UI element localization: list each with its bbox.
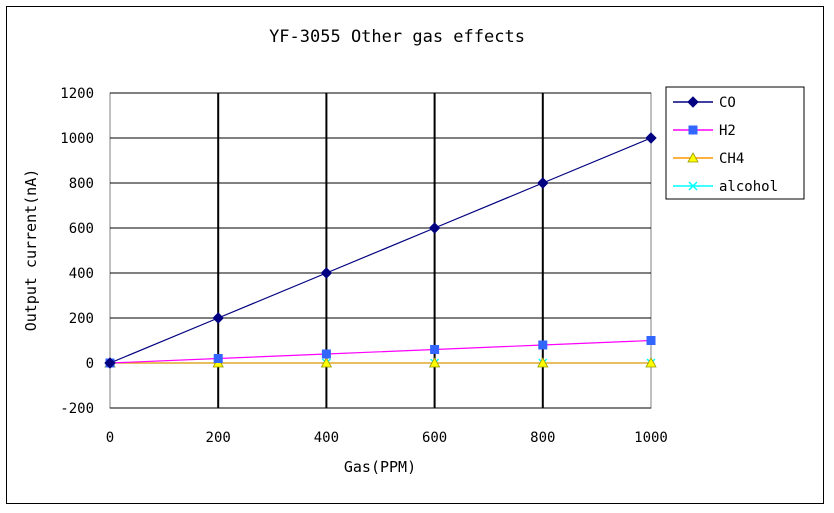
data-point	[428, 357, 441, 368]
data-point	[213, 354, 223, 363]
legend-label: alcohol	[719, 179, 778, 195]
series-group	[104, 132, 657, 369]
data-point	[428, 222, 441, 234]
legend-marker	[688, 181, 698, 191]
data-point	[104, 357, 116, 369]
x-tick-label: 600	[422, 430, 447, 446]
legend-marker	[688, 125, 698, 135]
x-tick-label: 1000	[634, 430, 668, 446]
x-tick-label: 0	[106, 430, 114, 446]
legend-item-ch4: CH4	[673, 151, 744, 167]
data-point	[320, 267, 333, 279]
legend-item-alcohol: alcohol	[673, 179, 778, 195]
legend-marker	[687, 96, 699, 108]
y-tick-label: 800	[69, 176, 94, 192]
data-point	[646, 336, 656, 345]
legend-label: CH4	[719, 151, 744, 167]
legend-marker	[687, 152, 699, 163]
data-point	[320, 357, 333, 368]
x-tick-label: 200	[206, 430, 231, 446]
chart-title: YF-3055 Other gas effects	[269, 27, 525, 47]
legend-item-h2: H2	[673, 123, 736, 139]
y-tick-label: 400	[69, 266, 94, 282]
x-tick-label: 400	[314, 430, 339, 446]
data-point	[645, 357, 657, 368]
series-line	[109, 137, 652, 364]
data-point	[430, 345, 440, 354]
y-tick-label: 600	[69, 221, 94, 237]
y-tick-label: -200	[60, 401, 94, 417]
legend: CO H2 CH4 alcohol	[665, 86, 805, 200]
series-co	[104, 132, 657, 369]
data-point	[212, 312, 224, 324]
legend-label: H2	[719, 123, 736, 139]
data-point	[537, 177, 549, 189]
x-axis-label: Gas(PPM)	[344, 458, 416, 476]
data-point	[538, 340, 548, 350]
series-line	[109, 339, 652, 364]
y-tick-label: 1000	[60, 131, 94, 147]
y-tick-label: 1200	[60, 86, 94, 102]
y-tick-label: 0	[86, 356, 94, 372]
data-point	[537, 357, 549, 368]
legend-box	[665, 86, 805, 200]
x-axis-ticks: 0 200 400 600 800 1000	[106, 430, 668, 446]
x-tick-label: 800	[530, 430, 555, 446]
y-axis-label: Output current(nA)	[22, 169, 40, 332]
legend-item-co: CO	[673, 95, 736, 111]
y-tick-label: 200	[69, 311, 94, 327]
y-axis-ticks: -200 0 200 400 600 800 1000 1200	[60, 86, 94, 417]
data-point	[645, 132, 657, 144]
legend-label: CO	[719, 95, 736, 111]
data-point	[321, 349, 331, 359]
